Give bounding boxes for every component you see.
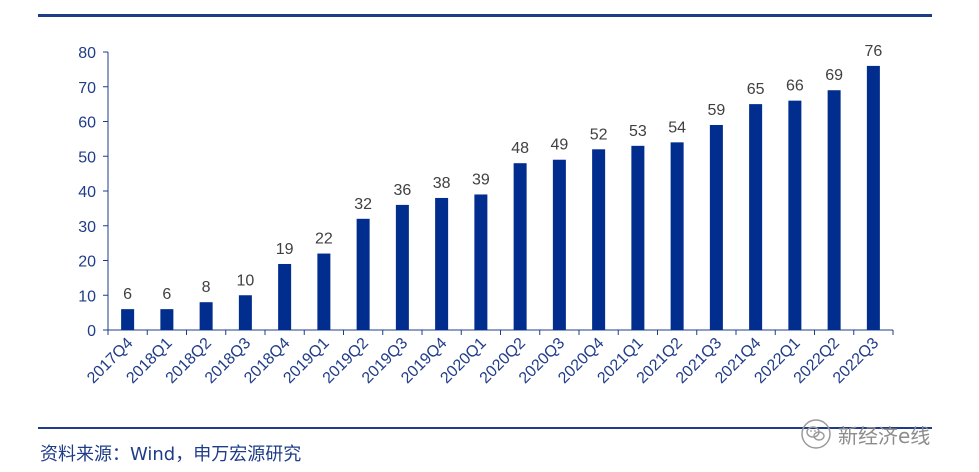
bar [160,309,174,330]
y-tick-label: 60 [78,115,96,132]
y-tick-label: 0 [87,323,96,340]
bar [435,197,449,330]
y-tick-label: 50 [78,149,96,166]
bar [749,104,763,330]
data-label: 32 [354,196,372,213]
data-label: 53 [629,123,647,140]
data-label: 19 [276,241,294,258]
data-label: 66 [786,78,804,95]
y-tick-label: 80 [78,45,96,62]
bar [317,253,331,330]
data-label: 22 [315,231,333,248]
bar [827,90,841,330]
bar [866,65,880,331]
wechat-icon [801,419,831,449]
y-tick-label: 10 [78,288,96,305]
bar [474,194,488,330]
bottom-rule [38,427,932,429]
bar [513,163,527,330]
data-label: 49 [550,137,568,154]
bar [121,309,135,330]
bar [356,218,370,330]
data-label: 69 [825,67,843,84]
source-note: 资料来源：Wind，申万宏源研究 [40,444,302,465]
data-label: 36 [393,182,411,199]
bar [199,302,213,330]
data-label: 76 [864,43,882,60]
data-label: 48 [511,140,529,157]
y-tick-label: 20 [78,254,96,271]
watermark-text: 新经济e线 [838,423,931,448]
data-label: 54 [668,119,686,136]
bar-chart: 0102030405060708062017Q462018Q182018Q210… [78,43,894,387]
bar [395,204,409,330]
y-tick-label: 40 [78,184,96,201]
y-tick-label: 30 [78,219,96,236]
data-label: 52 [590,126,608,143]
bar [670,142,684,330]
data-label: 39 [472,171,490,188]
bar [278,263,292,330]
bar [631,145,645,330]
top-rule [38,14,932,17]
bar [592,149,606,330]
y-tick-label: 70 [78,80,96,97]
watermark: 新经济e线 [800,418,930,450]
data-label: 6 [162,286,171,303]
data-label: 59 [707,102,725,119]
bar [238,295,252,330]
bar [788,100,802,331]
data-label: 38 [433,175,451,192]
data-label: 65 [747,81,765,98]
bar [709,124,723,330]
data-label: 8 [202,279,211,296]
data-label: 6 [123,286,132,303]
data-label: 10 [236,272,254,289]
bar [552,159,566,330]
